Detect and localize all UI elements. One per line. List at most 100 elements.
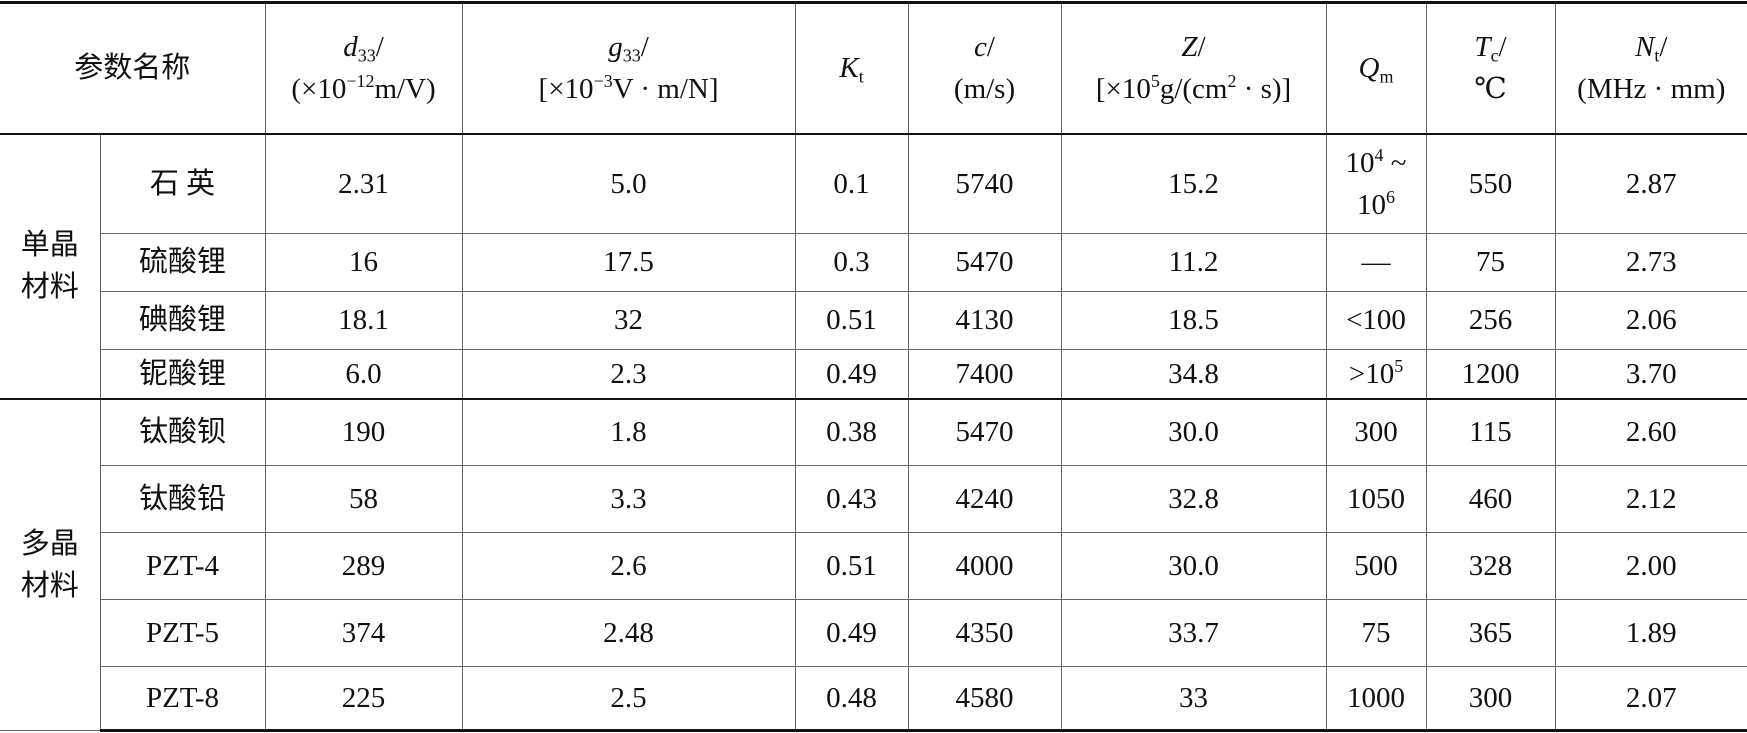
cell-text: 34.8 [1168, 357, 1219, 390]
cell-text: 374 [341, 616, 386, 649]
cell-text: 15.2 [1168, 167, 1219, 200]
cell-text: 2.3 [610, 357, 647, 390]
text-run: (MHz · mm) [1577, 73, 1726, 106]
text-run: t [1654, 45, 1660, 66]
text-run: ℃ [1474, 73, 1507, 106]
text-run: g/(cm [1159, 73, 1228, 106]
data-row: PZT-8 225 2.5 0.48 4580 33 1000 300 2.07 [0, 666, 1747, 732]
value-cell: 34.8 [1060, 349, 1327, 399]
header-cell: Tc/ ℃ [1425, 1, 1556, 135]
text-run: >10 [1348, 357, 1395, 390]
cell-text: 2.31 [338, 167, 389, 200]
cell-text: 550 [1468, 167, 1513, 200]
text-run: −12 [346, 71, 375, 92]
cell-text: 75 [1476, 246, 1506, 279]
value-cell: 115 [1425, 397, 1556, 466]
value-cell: 2.31 [264, 133, 463, 234]
cell-text: 0.3 [833, 246, 870, 279]
text-run: N [1635, 31, 1655, 63]
value-cell: 2.07 [1554, 666, 1747, 732]
cell-line: Tc/ [1427, 26, 1554, 68]
group-label: 多晶 材料 [0, 397, 101, 731]
cell-line: (MHz · mm) [1556, 68, 1747, 110]
cell-text: 5470 [955, 416, 1014, 449]
cell-line: Nt/ [1556, 26, 1747, 68]
value-cell: 2.60 [1554, 397, 1747, 466]
value-cell: 1200 [1425, 349, 1556, 399]
value-cell: 0.3 [794, 233, 909, 292]
value-cell: 2.48 [461, 599, 796, 667]
row-name-text: 钛酸钡 [139, 416, 227, 449]
cell-text: 0.51 [826, 304, 877, 337]
cell-text: 0.49 [826, 357, 877, 390]
text-run: 10 [1345, 146, 1375, 179]
value-cell: 30.0 [1060, 397, 1327, 466]
group-label-line: 多晶 [20, 527, 79, 560]
cell-text: 11.2 [1168, 246, 1219, 279]
cell-text: 1.8 [610, 416, 647, 449]
group-label-line: 材料 [20, 271, 79, 303]
cell-text: 4130 [955, 304, 1014, 337]
header-cell: g33/[×10−3V · m/N] [461, 1, 796, 135]
value-cell: 104 ~106 [1325, 133, 1427, 234]
cell-text: 1200 [1461, 357, 1520, 390]
text-run: 10 [1357, 188, 1387, 221]
cell-text: 0.43 [826, 482, 877, 515]
cell-text: 2.60 [1625, 416, 1677, 449]
value-cell: 500 [1325, 532, 1427, 600]
cell-text: 75 [1361, 616, 1391, 649]
data-row: 铌酸锂 6.0 2.3 0.49 7400 34.8 >105 1200 3.70 [0, 349, 1747, 399]
cell-text: 16 [349, 246, 379, 279]
text-run: · s)] [1236, 73, 1292, 106]
text-run: Q [1358, 52, 1380, 85]
row-name: 钛酸铅 [100, 465, 266, 533]
cell-text: 58 [349, 482, 379, 515]
text-run: −3 [593, 71, 613, 92]
cell-text: 1050 [1347, 482, 1406, 515]
cell-text: 5470 [955, 246, 1014, 279]
text-run: 5 [1150, 71, 1160, 92]
cell-text: 6.0 [345, 357, 382, 390]
text-run: [×10 [538, 73, 594, 106]
value-cell: 3.70 [1554, 349, 1747, 399]
row-name-text: PZT-4 [145, 549, 220, 582]
cell-text: 0.48 [826, 681, 877, 714]
row-name-text: 碘酸锂 [139, 304, 227, 337]
value-cell: 2.00 [1554, 532, 1747, 600]
value-cell: 460 [1425, 465, 1556, 533]
value-cell: 5.0 [461, 133, 796, 234]
cell-text: <100 [1346, 304, 1406, 337]
value-cell: 300 [1325, 397, 1427, 466]
value-cell: 2.87 [1554, 133, 1747, 234]
value-cell: 6.0 [264, 349, 463, 399]
value-cell: 0.49 [794, 599, 909, 667]
row-name-text: 硫酸锂 [139, 246, 227, 279]
text-run: / [375, 31, 384, 63]
value-cell: 2.5 [461, 666, 796, 732]
value-cell: 4240 [907, 465, 1062, 533]
value-cell: 256 [1425, 291, 1556, 350]
value-cell: 16 [264, 233, 463, 292]
text-run: g [608, 31, 623, 63]
cell-line: (m/s) [909, 68, 1060, 110]
cell-text: 500 [1354, 549, 1398, 582]
cell-text: 2.12 [1625, 482, 1677, 515]
header-cell: 参数名称 [0, 1, 266, 135]
cell-text: 18.5 [1168, 304, 1219, 337]
cell-text: 0.1 [833, 167, 870, 200]
value-cell: 4130 [907, 291, 1062, 350]
cell-text: 18.1 [338, 304, 389, 337]
cell-text: 32.8 [1168, 482, 1219, 515]
value-cell: 0.1 [794, 133, 909, 234]
header-cell: Kt [794, 1, 909, 135]
cell-text: 2.5 [610, 681, 647, 714]
cell-text: 2.06 [1625, 304, 1677, 337]
value-cell: 5470 [907, 233, 1062, 292]
data-row: 钛酸铅 58 3.3 0.43 4240 32.8 1050 460 2.12 [0, 465, 1747, 533]
cell-text: 5.0 [610, 167, 647, 200]
cell-text: 33.7 [1168, 616, 1219, 649]
cell-text: 4580 [955, 681, 1014, 714]
value-cell: 0.38 [794, 397, 909, 466]
text-run: ~ [1383, 146, 1407, 179]
cell-text: 300 [1354, 416, 1398, 449]
